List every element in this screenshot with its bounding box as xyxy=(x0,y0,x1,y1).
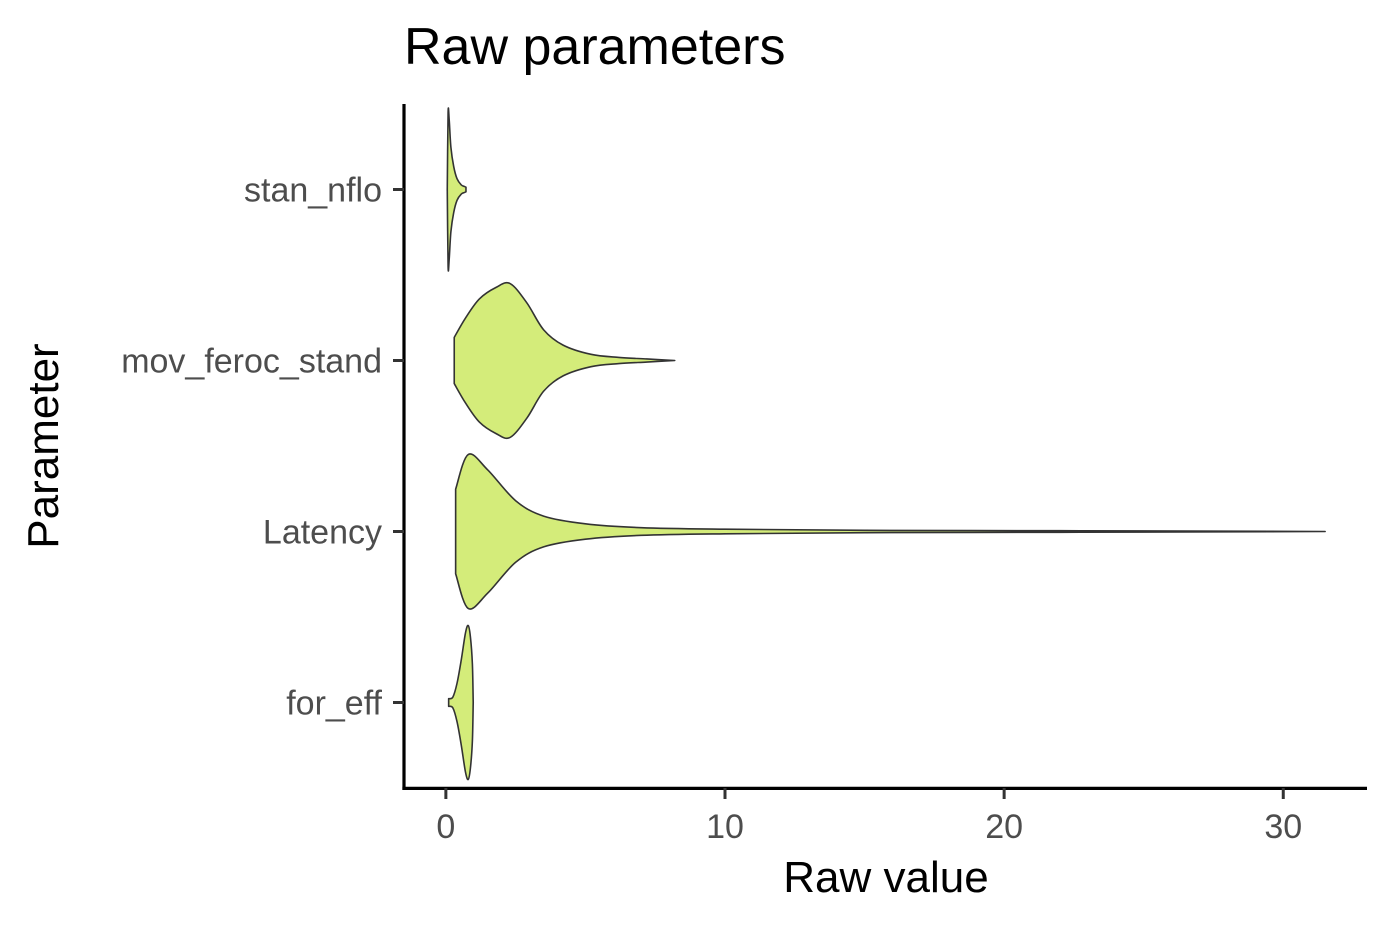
violin-mov-feroc-stand xyxy=(453,281,676,440)
y-axis: stan_nflo mov_feroc_stand Latency for_eff xyxy=(121,104,406,790)
violin-Latency xyxy=(454,453,1326,610)
chart-title: Raw parameters xyxy=(404,18,785,76)
x-tick-label: 30 xyxy=(1264,808,1302,846)
y-tick-label: for_eff xyxy=(286,685,382,723)
x-tick-label: 10 xyxy=(706,808,744,846)
y-tick-label: stan_nflo xyxy=(244,172,382,210)
y-tick-label: Latency xyxy=(263,514,382,552)
y-tick-label: mov_feroc_stand xyxy=(121,343,382,381)
x-tick-label: 20 xyxy=(985,808,1023,846)
x-axis-title: Raw value xyxy=(783,853,988,902)
x-axis: 0 10 20 30 xyxy=(402,786,1367,846)
violin-layer xyxy=(446,107,1326,781)
y-axis-title: Parameter xyxy=(19,343,68,548)
violin-for-eff xyxy=(447,624,475,781)
violin-stan-nflo xyxy=(446,107,467,272)
x-tick-label: 0 xyxy=(436,808,455,846)
